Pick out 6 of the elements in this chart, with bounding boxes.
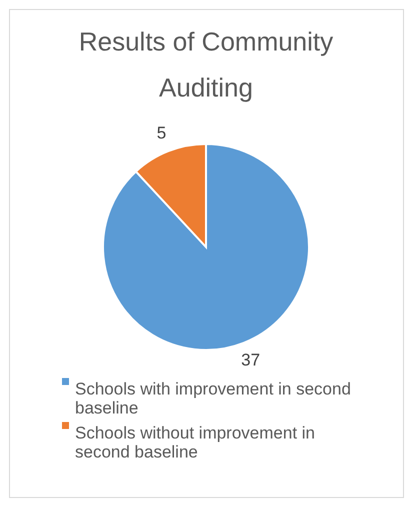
pie-slice xyxy=(102,143,310,351)
chart-title: Results of Community Auditing xyxy=(78,26,334,102)
data-label: 5 xyxy=(156,123,166,142)
legend-label: Schools with improvement in second baseline xyxy=(75,380,351,418)
data-label: 37 xyxy=(241,350,260,370)
legend-label: Schools without improvement in second baseline xyxy=(75,424,316,462)
